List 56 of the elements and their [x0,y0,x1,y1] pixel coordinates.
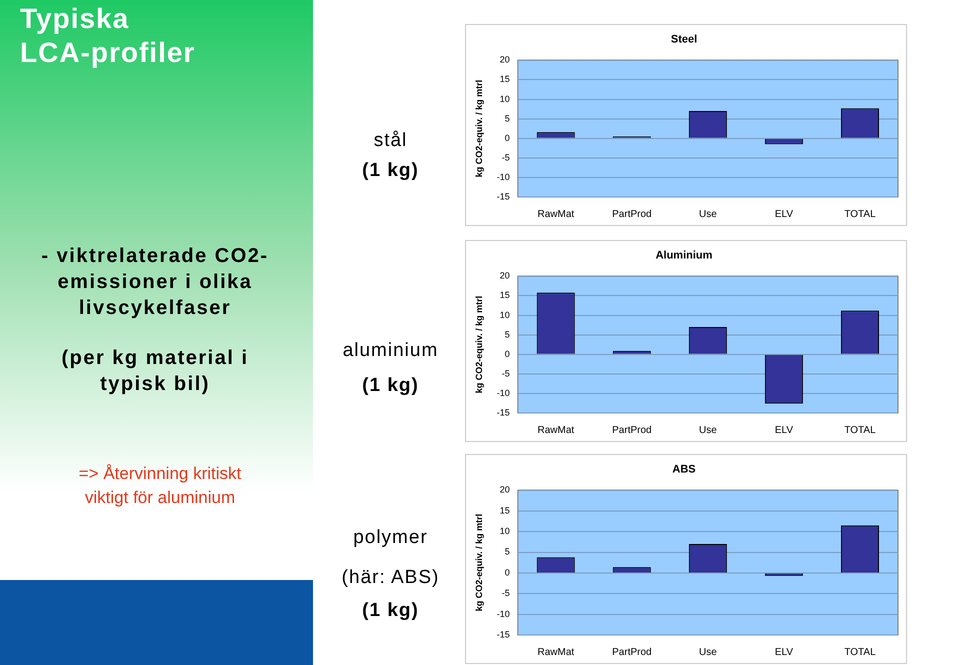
x-tick-label: PartProd [612,424,652,436]
x-tick-label: Use [699,208,718,220]
y-axis-title: kg CO2-equiv. / kg mtrl [474,80,484,178]
y-axis-title: kg CO2-equiv. / kg mtrl [474,514,484,612]
chart-title: Steel [670,34,698,46]
y-tick-label: 20 [500,270,510,281]
y-tick-label: -15 [496,191,510,202]
y-tick-label: 20 [500,54,510,65]
y-tick-label: 0 [504,132,510,143]
x-tick-label: RawMat [537,424,574,436]
y-tick-label: 10 [500,94,510,104]
x-tick-label: Use [699,646,718,658]
text: (per kg material i typisk bil) [60,346,250,397]
text: (1 kg) [361,600,420,622]
x-tick-label: Use [699,424,718,436]
y-tick-label: 0 [504,348,510,359]
text: => Återvinning kritiskt viktigt för aluminium [78,463,242,509]
x-tick-label: PartProd [612,646,652,658]
text: (1 kg) [361,375,420,397]
y-tick-label: 15 [500,290,510,300]
y-tick-label: -5 [502,152,510,162]
y-tick-label: 10 [500,310,510,320]
y-tick-label: 20 [500,484,510,495]
y-tick-label: -15 [496,629,510,640]
y-tick-label: -10 [496,388,510,398]
text: (1 kg) [361,160,420,182]
y-tick-label: 5 [504,546,510,557]
text: stål [372,130,408,152]
x-tick-label: ELV [774,424,794,436]
x-tick-label: PartProd [612,208,652,220]
x-tick-label: ELV [774,646,794,658]
chart-title: ABS [672,464,696,476]
text: polymer [352,527,429,549]
y-axis-title: kg CO2-equiv. / kg mtrl [474,296,484,394]
x-tick-label: ELV [774,208,794,220]
x-tick-label: TOTAL [844,208,876,220]
x-tick-label: TOTAL [844,646,876,658]
y-tick-label: -5 [502,368,510,378]
y-tick-label: 5 [504,113,510,124]
x-tick-label: TOTAL [844,424,876,436]
text: aluminium [342,340,440,362]
y-tick-label: -10 [496,172,510,182]
y-tick-label: 5 [504,329,510,340]
x-tick-label: RawMat [537,646,574,658]
y-tick-label: 15 [500,505,510,516]
chart-title: Aluminium [656,250,713,262]
y-tick-label: -10 [496,608,510,619]
y-tick-label: -15 [496,407,510,418]
y-tick-label: -5 [502,588,510,598]
y-tick-label: 0 [504,567,510,578]
y-tick-label: 15 [500,74,510,84]
x-tick-label: RawMat [537,208,574,220]
text: - viktrelaterade CO2-emissioner i olika livscykelfaser [40,244,270,321]
text: (här: ABS) [340,567,440,589]
y-tick-label: 10 [500,526,510,536]
text: Typiska LCA-profiler [20,2,196,70]
